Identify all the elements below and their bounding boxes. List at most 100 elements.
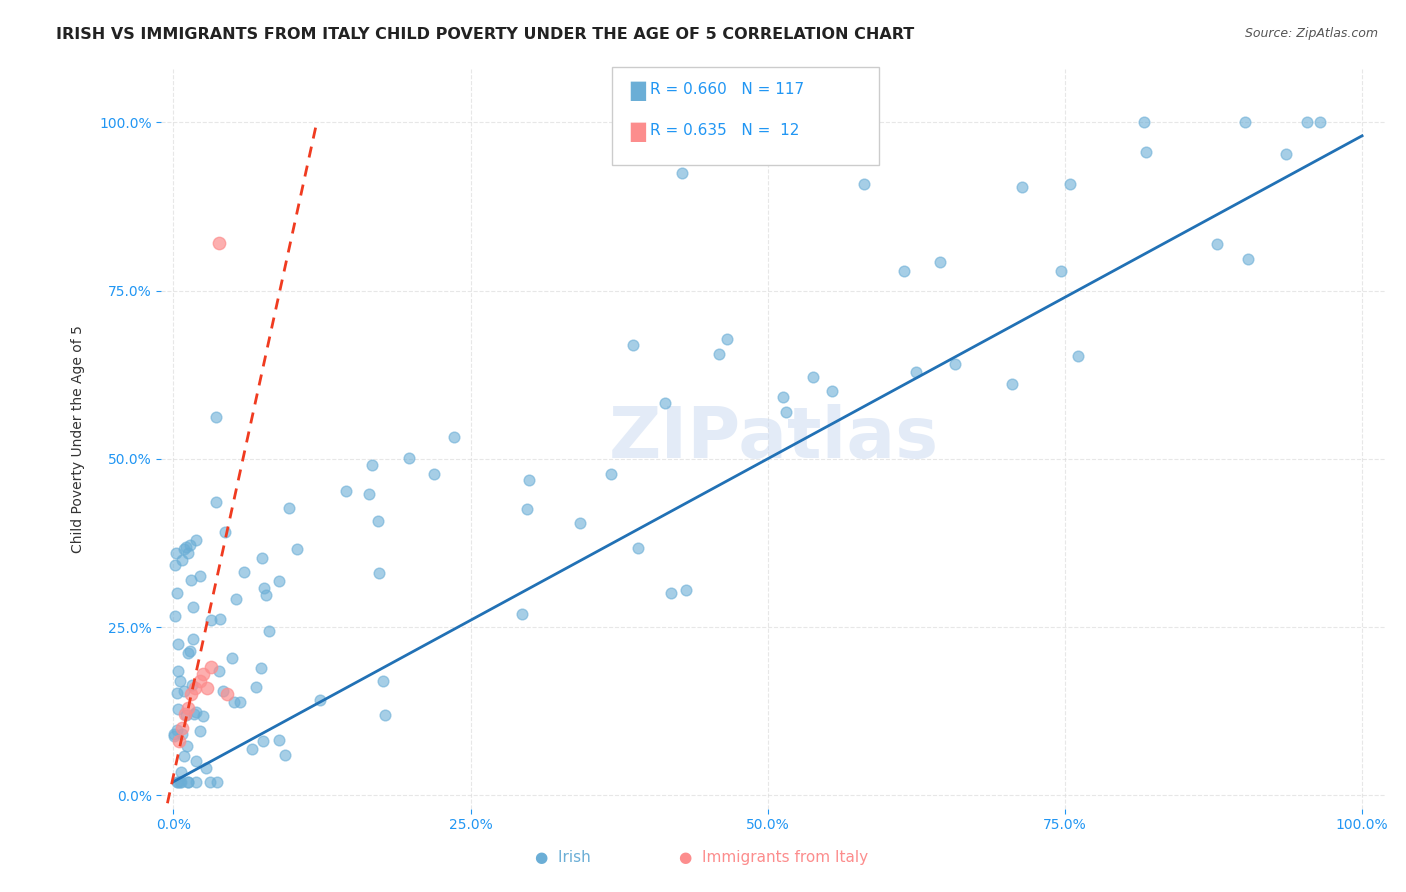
Irish [600, 467, 623, 482]
Text: R = 0.635   N =  12: R = 0.635 N = 12 [650, 123, 799, 138]
Irish [170, 727, 193, 741]
Irish [269, 574, 291, 588]
Irish [274, 747, 297, 762]
Irish [180, 573, 202, 587]
Irish [568, 516, 591, 530]
Irish [179, 538, 201, 552]
Irish [174, 707, 197, 722]
Irish [242, 741, 264, 756]
Irish [893, 264, 915, 278]
Text: ●  Immigrants from Italy: ● Immigrants from Italy [679, 850, 868, 865]
Irish [510, 607, 533, 621]
Irish [1011, 180, 1033, 194]
Irish [181, 600, 204, 615]
Text: █: █ [630, 82, 645, 102]
Irish [179, 644, 201, 658]
Immigrants from Italy [207, 236, 229, 251]
Irish [208, 665, 231, 679]
Irish [166, 686, 188, 700]
Irish [214, 524, 236, 539]
Irish [167, 637, 190, 651]
Irish [707, 347, 730, 361]
Immigrants from Italy [180, 687, 202, 701]
Irish [252, 733, 274, 747]
Irish [173, 541, 195, 556]
Irish [367, 515, 389, 529]
Irish [1135, 145, 1157, 159]
Irish [267, 732, 290, 747]
Irish [516, 502, 538, 516]
Irish [166, 586, 188, 600]
Irish [200, 613, 222, 627]
Irish [1001, 377, 1024, 392]
Irish [245, 680, 267, 694]
Irish [359, 487, 381, 501]
Irish [1237, 252, 1260, 266]
Irish [204, 494, 226, 508]
Y-axis label: Child Poverty Under the Age of 5: Child Poverty Under the Age of 5 [72, 325, 86, 552]
Irish [852, 178, 875, 192]
Text: Source: ZipAtlas.com: Source: ZipAtlas.com [1244, 27, 1378, 40]
Irish [176, 546, 198, 560]
Irish [250, 551, 273, 566]
Irish [205, 410, 228, 425]
Irish [371, 673, 394, 688]
Irish [169, 764, 191, 779]
Text: IRISH VS IMMIGRANTS FROM ITALY CHILD POVERTY UNDER THE AGE OF 5 CORRELATION CHAR: IRISH VS IMMIGRANTS FROM ITALY CHILD POV… [56, 27, 914, 42]
Irish [374, 708, 396, 723]
Immigrants from Italy [200, 660, 222, 674]
Text: ●  Irish: ● Irish [534, 850, 591, 865]
Irish [254, 589, 277, 603]
Text: █: █ [630, 123, 645, 143]
Immigrants from Italy [184, 681, 207, 695]
Irish [253, 581, 276, 595]
Irish [1067, 349, 1090, 363]
Irish [163, 558, 186, 572]
Immigrants from Italy [176, 700, 198, 714]
Irish [184, 533, 207, 547]
Irish [225, 591, 247, 606]
Irish [224, 695, 246, 709]
Irish [167, 701, 190, 715]
Irish [904, 365, 927, 379]
Irish [398, 450, 420, 465]
Irish [193, 708, 215, 723]
Irish [169, 774, 191, 789]
Irish [166, 774, 188, 789]
Immigrants from Italy [195, 681, 218, 695]
Irish [190, 569, 212, 583]
Irish [181, 678, 204, 692]
Irish [675, 582, 697, 597]
Irish [1274, 147, 1296, 161]
Immigrants from Italy [174, 707, 197, 722]
Irish [443, 430, 465, 444]
Irish [250, 661, 273, 675]
Irish [1234, 115, 1257, 129]
Irish [361, 458, 384, 472]
Irish [166, 664, 188, 678]
Irish [803, 370, 825, 384]
Irish [775, 405, 797, 419]
Irish [1059, 178, 1081, 192]
Irish [943, 357, 966, 371]
Irish [173, 748, 195, 763]
Immigrants from Italy [215, 687, 238, 701]
Irish [186, 755, 208, 769]
Irish [176, 739, 198, 753]
Irish [517, 473, 540, 487]
Irish [181, 632, 204, 646]
Irish [229, 694, 252, 708]
Irish [285, 542, 308, 557]
Irish [654, 396, 676, 410]
Irish [659, 586, 682, 600]
Irish [209, 611, 232, 625]
Irish [621, 338, 644, 352]
Irish [1296, 115, 1319, 129]
Irish [233, 565, 256, 579]
Irish [221, 651, 243, 665]
Irish [174, 540, 197, 554]
Immigrants from Italy [188, 673, 211, 688]
Immigrants from Italy [191, 667, 214, 681]
Irish [172, 552, 194, 566]
Irish [166, 723, 188, 737]
